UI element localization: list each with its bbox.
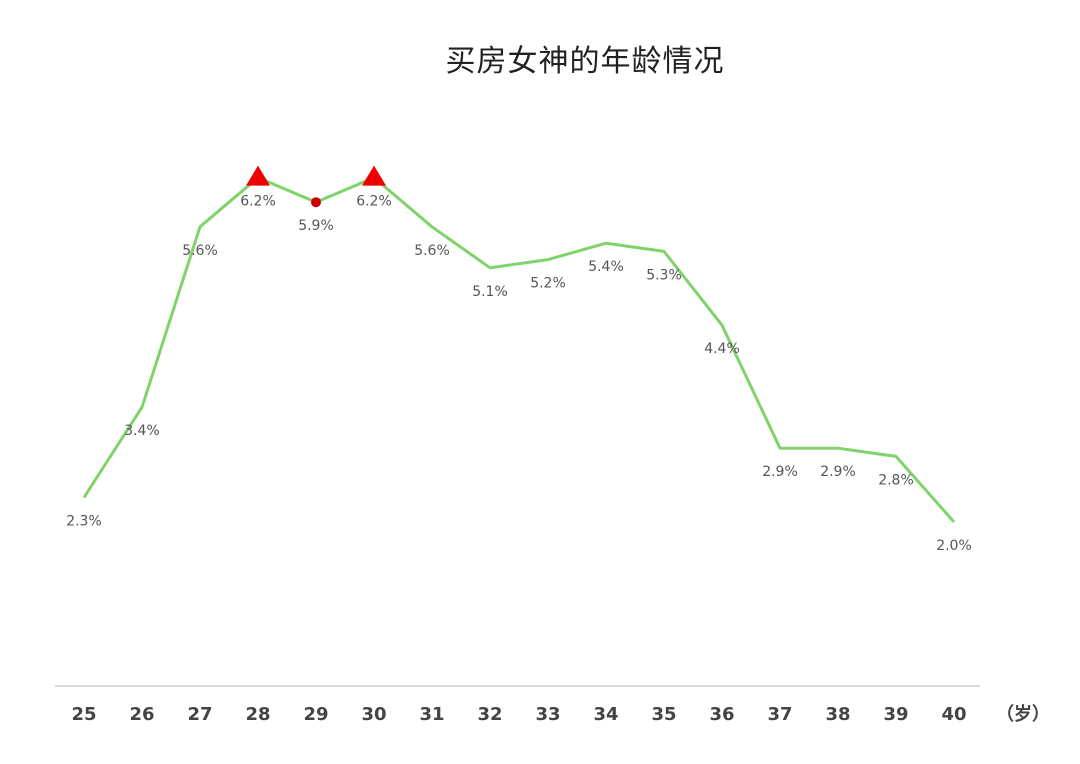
data-label: 2.9% <box>762 464 798 480</box>
x-tick-label: 35 <box>651 704 676 725</box>
x-tick-label: 33 <box>535 704 560 725</box>
x-tick-labels: 25 26 27 28 29 30 31 32 33 34 35 36 37 38 39 40 <box>71 704 966 725</box>
x-tick-label: 37 <box>767 704 792 725</box>
x-tick-label: 38 <box>825 704 850 725</box>
x-axis-unit-label: （岁） <box>996 703 1050 725</box>
circle-marker <box>311 197 321 208</box>
data-label: 2.0% <box>936 538 972 554</box>
x-tick-label: 26 <box>129 704 154 725</box>
data-label: 5.2% <box>530 276 566 292</box>
data-label: 5.6% <box>182 243 218 259</box>
data-label: 5.6% <box>414 243 450 259</box>
x-tick-label: 30 <box>361 704 386 725</box>
x-tick-label: 40 <box>941 704 966 725</box>
chart-title: 买房女神的年龄情况 <box>445 44 725 79</box>
data-label: 5.3% <box>646 267 682 283</box>
data-label: 2.9% <box>820 464 856 480</box>
data-label: 5.9% <box>298 218 334 234</box>
data-label: 4.4% <box>704 341 740 357</box>
data-label: 2.8% <box>878 472 914 488</box>
x-tick-label: 28 <box>245 704 270 725</box>
x-tick-label: 25 <box>71 704 96 725</box>
data-labels: 2.3% 3.4% 5.6% 6.2% 5.9% 6.2% 5.6% 5.1% 5.2% 5.4%… <box>66 194 972 554</box>
x-tick-label: 36 <box>709 704 734 725</box>
data-label: 2.3% <box>66 513 102 529</box>
x-tick-label: 31 <box>419 704 444 725</box>
data-label: 3.4% <box>124 423 160 439</box>
x-tick-label: 29 <box>303 704 328 725</box>
triangle-marker <box>362 165 386 186</box>
triangle-marker <box>246 165 270 186</box>
x-tick-label: 32 <box>477 704 502 725</box>
data-markers <box>246 165 386 208</box>
x-tick-label: 34 <box>593 704 618 725</box>
x-tick-label: 27 <box>187 704 212 725</box>
data-label: 6.2% <box>240 194 276 210</box>
data-label: 5.1% <box>472 284 508 300</box>
series-line <box>82 176 956 523</box>
x-tick-label: 39 <box>883 704 908 725</box>
data-label: 6.2% <box>356 194 392 210</box>
data-label: 5.4% <box>588 259 624 275</box>
